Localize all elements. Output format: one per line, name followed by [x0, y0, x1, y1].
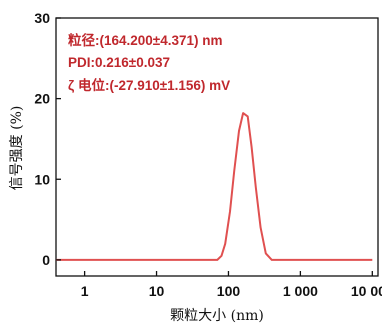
y-axis: 0 10 20 30: [34, 10, 61, 268]
x-tick-label: 10 000: [351, 283, 382, 299]
y-tick-label: 20: [34, 91, 50, 107]
annotation-pdi: PDI:0.216±0.037: [68, 55, 170, 70]
x-tick-label: 1 000: [283, 283, 318, 299]
plot-frame: [55, 17, 379, 277]
x-axis: 1 10 100 1 000 10 000: [81, 271, 382, 299]
y-tick-label: 10: [34, 171, 50, 187]
x-axis-title: 颗粒大小 (nm): [170, 308, 264, 324]
x-tick-label: 10: [149, 283, 165, 299]
x-tick-label: 1: [81, 283, 89, 299]
y-axis-title: 信号强度 (%): [9, 106, 25, 191]
y-tick-label: 0: [42, 252, 50, 268]
y-tick-label: 30: [34, 10, 50, 26]
series-line-intensity: [56, 112, 373, 261]
annotation-size: 粒径:(164.200±4.371) nm: [68, 32, 222, 48]
annotation-zeta: ζ 电位:(-27.910±1.156) mV: [68, 77, 230, 93]
x-tick-label: 100: [217, 283, 241, 299]
